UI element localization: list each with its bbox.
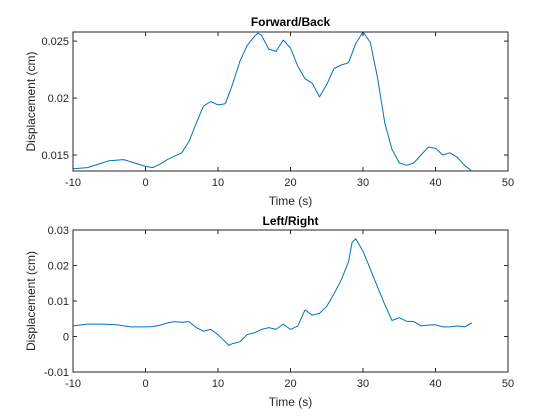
y-tick-label: 0 [63, 332, 69, 344]
x-axis-label: Time (s) [269, 395, 313, 409]
x-tick-label: 50 [502, 378, 514, 390]
x-tick-label: 0 [142, 177, 148, 189]
x-tick-label: 20 [284, 177, 296, 189]
x-tick-label: 30 [357, 177, 369, 189]
y-tick-label: -0.01 [44, 367, 69, 379]
y-tick-label: 0.015 [41, 150, 69, 162]
axes-box-forward-back [73, 32, 508, 171]
x-tick-label: 40 [429, 378, 441, 390]
x-tick-label: 0 [142, 378, 148, 390]
x-tick-label: -10 [65, 177, 81, 189]
y-axis-label: Displacement (cm) [24, 51, 38, 151]
axes-box-left-right [73, 230, 508, 372]
chart-title: Forward/Back [251, 15, 331, 29]
x-axis-label: Time (s) [269, 194, 313, 208]
y-tick-label: 0.02 [48, 93, 69, 105]
x-tick-label: -10 [65, 378, 81, 390]
x-tick-label: 50 [502, 177, 514, 189]
y-tick-label: 0.025 [41, 36, 69, 48]
x-tick-label: 30 [357, 378, 369, 390]
y-axis-label: Displacement (cm) [24, 251, 38, 351]
y-tick-label: 0.03 [48, 225, 69, 237]
x-tick-label: 40 [429, 177, 441, 189]
x-tick-label: 20 [284, 378, 296, 390]
y-tick-label: 0.01 [48, 296, 69, 308]
x-tick-label: 10 [212, 177, 224, 189]
x-tick-label: 10 [212, 378, 224, 390]
chart-title: Left/Right [263, 214, 319, 228]
y-tick-label: 0.02 [48, 261, 69, 273]
